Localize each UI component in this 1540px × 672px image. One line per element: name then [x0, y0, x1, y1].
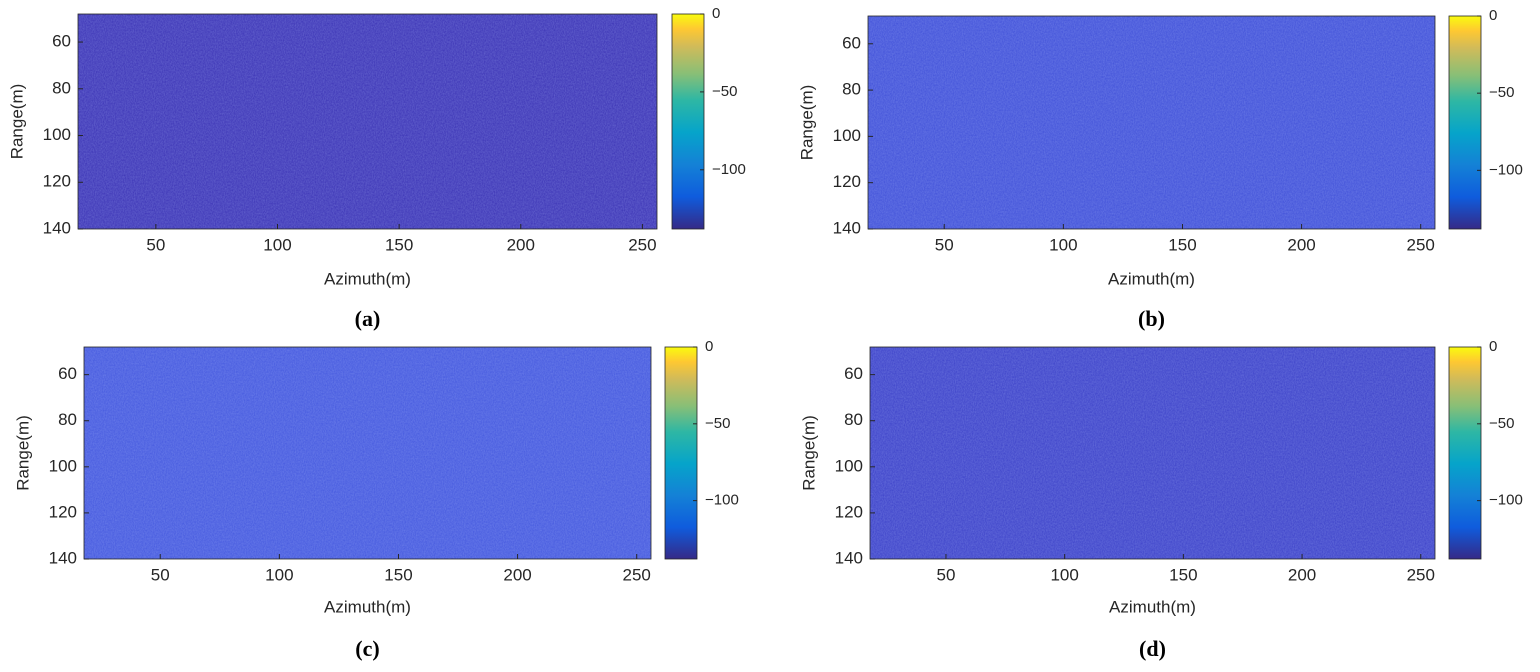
y-tick-label: 120 [835, 502, 863, 521]
y-tick-label: 120 [833, 172, 861, 191]
axes-frame [77, 13, 658, 230]
colorbar-tick-label: 0 [705, 338, 713, 355]
colorbar [671, 13, 705, 230]
x-axis-label: Azimuth(m) [1109, 597, 1196, 616]
panel-label: (a) [355, 306, 381, 331]
x-tick-label: 200 [503, 565, 531, 584]
y-axis-label: Range(m) [7, 84, 26, 160]
image-texture [868, 16, 1435, 229]
colorbar [664, 346, 698, 560]
y-tick-label: 60 [58, 364, 77, 383]
y-tick-label: 100 [43, 125, 71, 144]
y-tick-label: 100 [833, 126, 861, 145]
axes-frame [867, 15, 1436, 230]
colorbar-tick-label: −100 [705, 492, 739, 509]
colorbar [1448, 346, 1482, 560]
colorbar-tick-label: −50 [705, 415, 730, 432]
colorbar-tick-label: 0 [1489, 7, 1497, 24]
y-tick-label: 120 [49, 502, 77, 521]
x-axis-label: Azimuth(m) [324, 597, 411, 616]
y-tick-label: 100 [49, 456, 77, 475]
x-tick-label: 200 [507, 235, 535, 254]
x-tick-label: 100 [265, 565, 293, 584]
x-axis-label: Azimuth(m) [1108, 269, 1195, 288]
y-tick-label: 80 [842, 80, 861, 99]
y-tick-label: 60 [52, 32, 71, 51]
axes-frame [869, 346, 1436, 560]
colorbar-tick-label: 0 [1489, 338, 1497, 355]
y-tick-label: 60 [844, 364, 863, 383]
colorbar-tick-label: −50 [1489, 84, 1514, 101]
x-tick-label: 150 [1168, 235, 1196, 254]
x-tick-label: 100 [263, 235, 291, 254]
y-tick-label: 60 [842, 33, 861, 52]
colorbar-tick-label: 0 [712, 5, 720, 22]
y-tick-label: 140 [43, 218, 71, 237]
y-axis-label: Range(m) [799, 415, 818, 491]
y-tick-label: 120 [43, 172, 71, 191]
x-tick-label: 50 [146, 235, 165, 254]
panel-label: (b) [1138, 306, 1165, 331]
x-tick-label: 150 [384, 565, 412, 584]
colorbar-tick-label: −50 [1489, 415, 1514, 432]
y-tick-label: 100 [835, 456, 863, 475]
image-texture [84, 347, 651, 559]
x-tick-label: 50 [937, 565, 956, 584]
x-tick-label: 100 [1050, 565, 1078, 584]
panel-label: (d) [1139, 636, 1166, 661]
y-axis-label: Range(m) [797, 85, 816, 161]
y-tick-label: 80 [844, 410, 863, 429]
y-tick-label: 140 [49, 548, 77, 567]
x-tick-label: 100 [1049, 235, 1077, 254]
image-texture [870, 347, 1435, 559]
x-axis-label: Azimuth(m) [324, 269, 411, 288]
image-texture [78, 14, 657, 229]
x-tick-label: 150 [1169, 565, 1197, 584]
panel-label: (c) [355, 636, 379, 661]
colorbar-tick-label: −100 [712, 161, 746, 178]
x-tick-label: 50 [935, 235, 954, 254]
x-tick-label: 250 [623, 565, 651, 584]
x-tick-label: 200 [1287, 235, 1315, 254]
y-axis-label: Range(m) [13, 415, 32, 491]
y-tick-label: 140 [835, 548, 863, 567]
x-tick-label: 50 [151, 565, 170, 584]
colorbar-tick-label: −100 [1489, 492, 1523, 509]
x-tick-label: 250 [628, 235, 656, 254]
x-tick-label: 250 [1407, 565, 1435, 584]
y-tick-label: 80 [52, 78, 71, 97]
axes-frame [83, 346, 652, 560]
colorbar-tick-label: −50 [712, 83, 737, 100]
y-tick-label: 140 [833, 218, 861, 237]
x-tick-label: 150 [385, 235, 413, 254]
colorbar-tick-label: −100 [1489, 161, 1523, 178]
colorbar [1448, 15, 1482, 230]
y-tick-label: 80 [58, 410, 77, 429]
x-tick-label: 250 [1407, 235, 1435, 254]
x-tick-label: 200 [1288, 565, 1316, 584]
